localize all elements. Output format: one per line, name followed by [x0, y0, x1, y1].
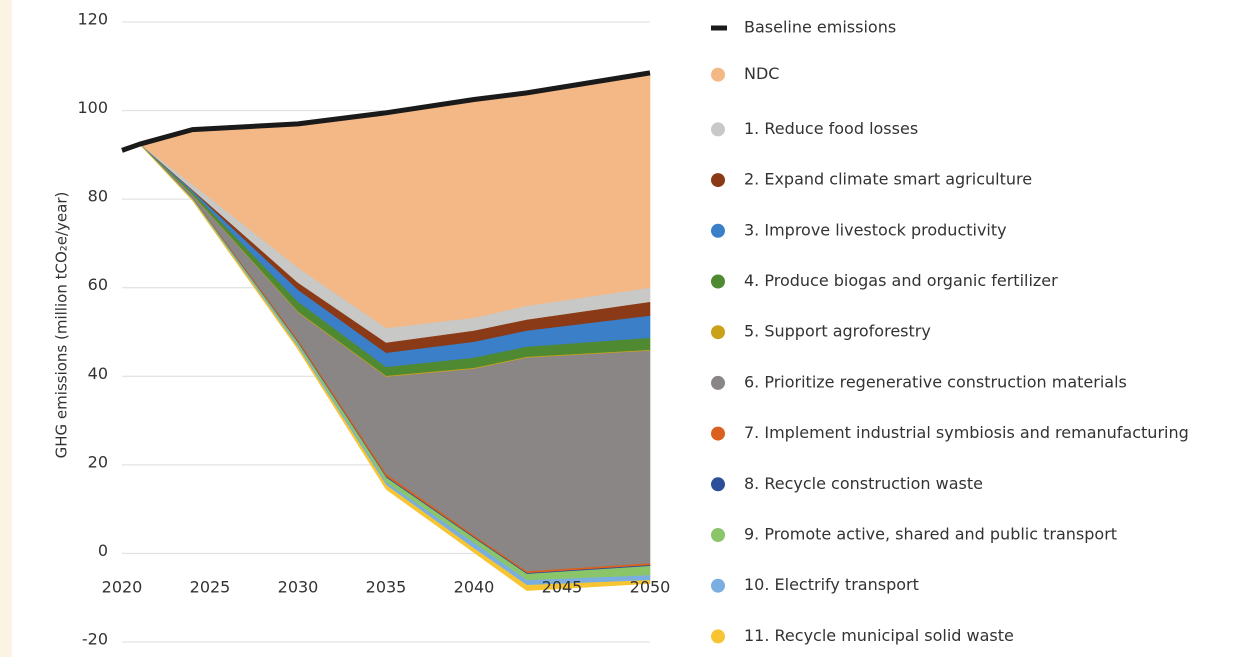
legend-marker [711, 122, 725, 137]
x-tick-label: 2045 [542, 578, 583, 597]
legend-marker [711, 223, 725, 238]
y-tick-label: 120 [77, 10, 108, 29]
legend-marker [711, 375, 725, 390]
legend-label: 1. Reduce food losses [744, 119, 918, 138]
y-tick-label: 100 [77, 98, 108, 117]
y-tick-label: -20 [82, 630, 108, 649]
legend-label: 2. Expand climate smart agriculture [744, 170, 1032, 189]
legend-label: 6. Prioritize regenerative construction … [744, 372, 1127, 391]
x-tick-label: 2025 [190, 578, 231, 597]
legend-marker [711, 528, 725, 542]
legend-marker [711, 477, 725, 492]
x-tick-label: 2020 [102, 578, 143, 597]
legend-label: 10. Electrify transport [744, 575, 919, 594]
x-tick-label: 2035 [366, 578, 407, 597]
legend-label: 3. Improve livestock productivity [744, 220, 1007, 239]
legend-label: 8. Recycle construction waste [744, 474, 983, 493]
y-axis-label: GHG emissions (million tCO₂e/year) [53, 192, 71, 459]
legend-marker [711, 173, 725, 188]
area [139, 143, 651, 591]
y-tick-label: 80 [88, 187, 108, 206]
y-tick-label: 60 [88, 275, 108, 294]
legend: Baseline emissions NDC 1. Reduce food loss… [711, 18, 1189, 645]
legend-label: 4. Produce biogas and organic fertilizer [744, 271, 1058, 290]
x-tick-label: 2030 [278, 578, 319, 597]
legend-marker [711, 629, 725, 644]
legend-marker [711, 426, 725, 441]
legend-marker [711, 67, 725, 82]
x-tick-label: 2050 [630, 578, 671, 597]
baseline-line [121, 70, 651, 153]
legend-marker [711, 578, 725, 593]
legend-label: Baseline emissions [744, 18, 896, 37]
y-tick-label: 20 [88, 452, 108, 471]
lines [121, 70, 651, 153]
legend-label: 11. Recycle municipal solid waste [744, 626, 1014, 645]
legend-label: 9. Promote active, shared and public tra… [744, 525, 1117, 544]
legend-label: NDC [744, 64, 779, 83]
legend-label: 5. Support agroforestry [744, 322, 931, 341]
legend-marker [711, 274, 725, 289]
y-tick-label: 40 [88, 364, 108, 383]
y-tick-label: 0 [98, 541, 108, 560]
x-tick-label: 2040 [454, 578, 495, 597]
legend-label: 7. Implement industrial symbiosis and re… [744, 423, 1189, 442]
legend-marker [711, 325, 725, 340]
